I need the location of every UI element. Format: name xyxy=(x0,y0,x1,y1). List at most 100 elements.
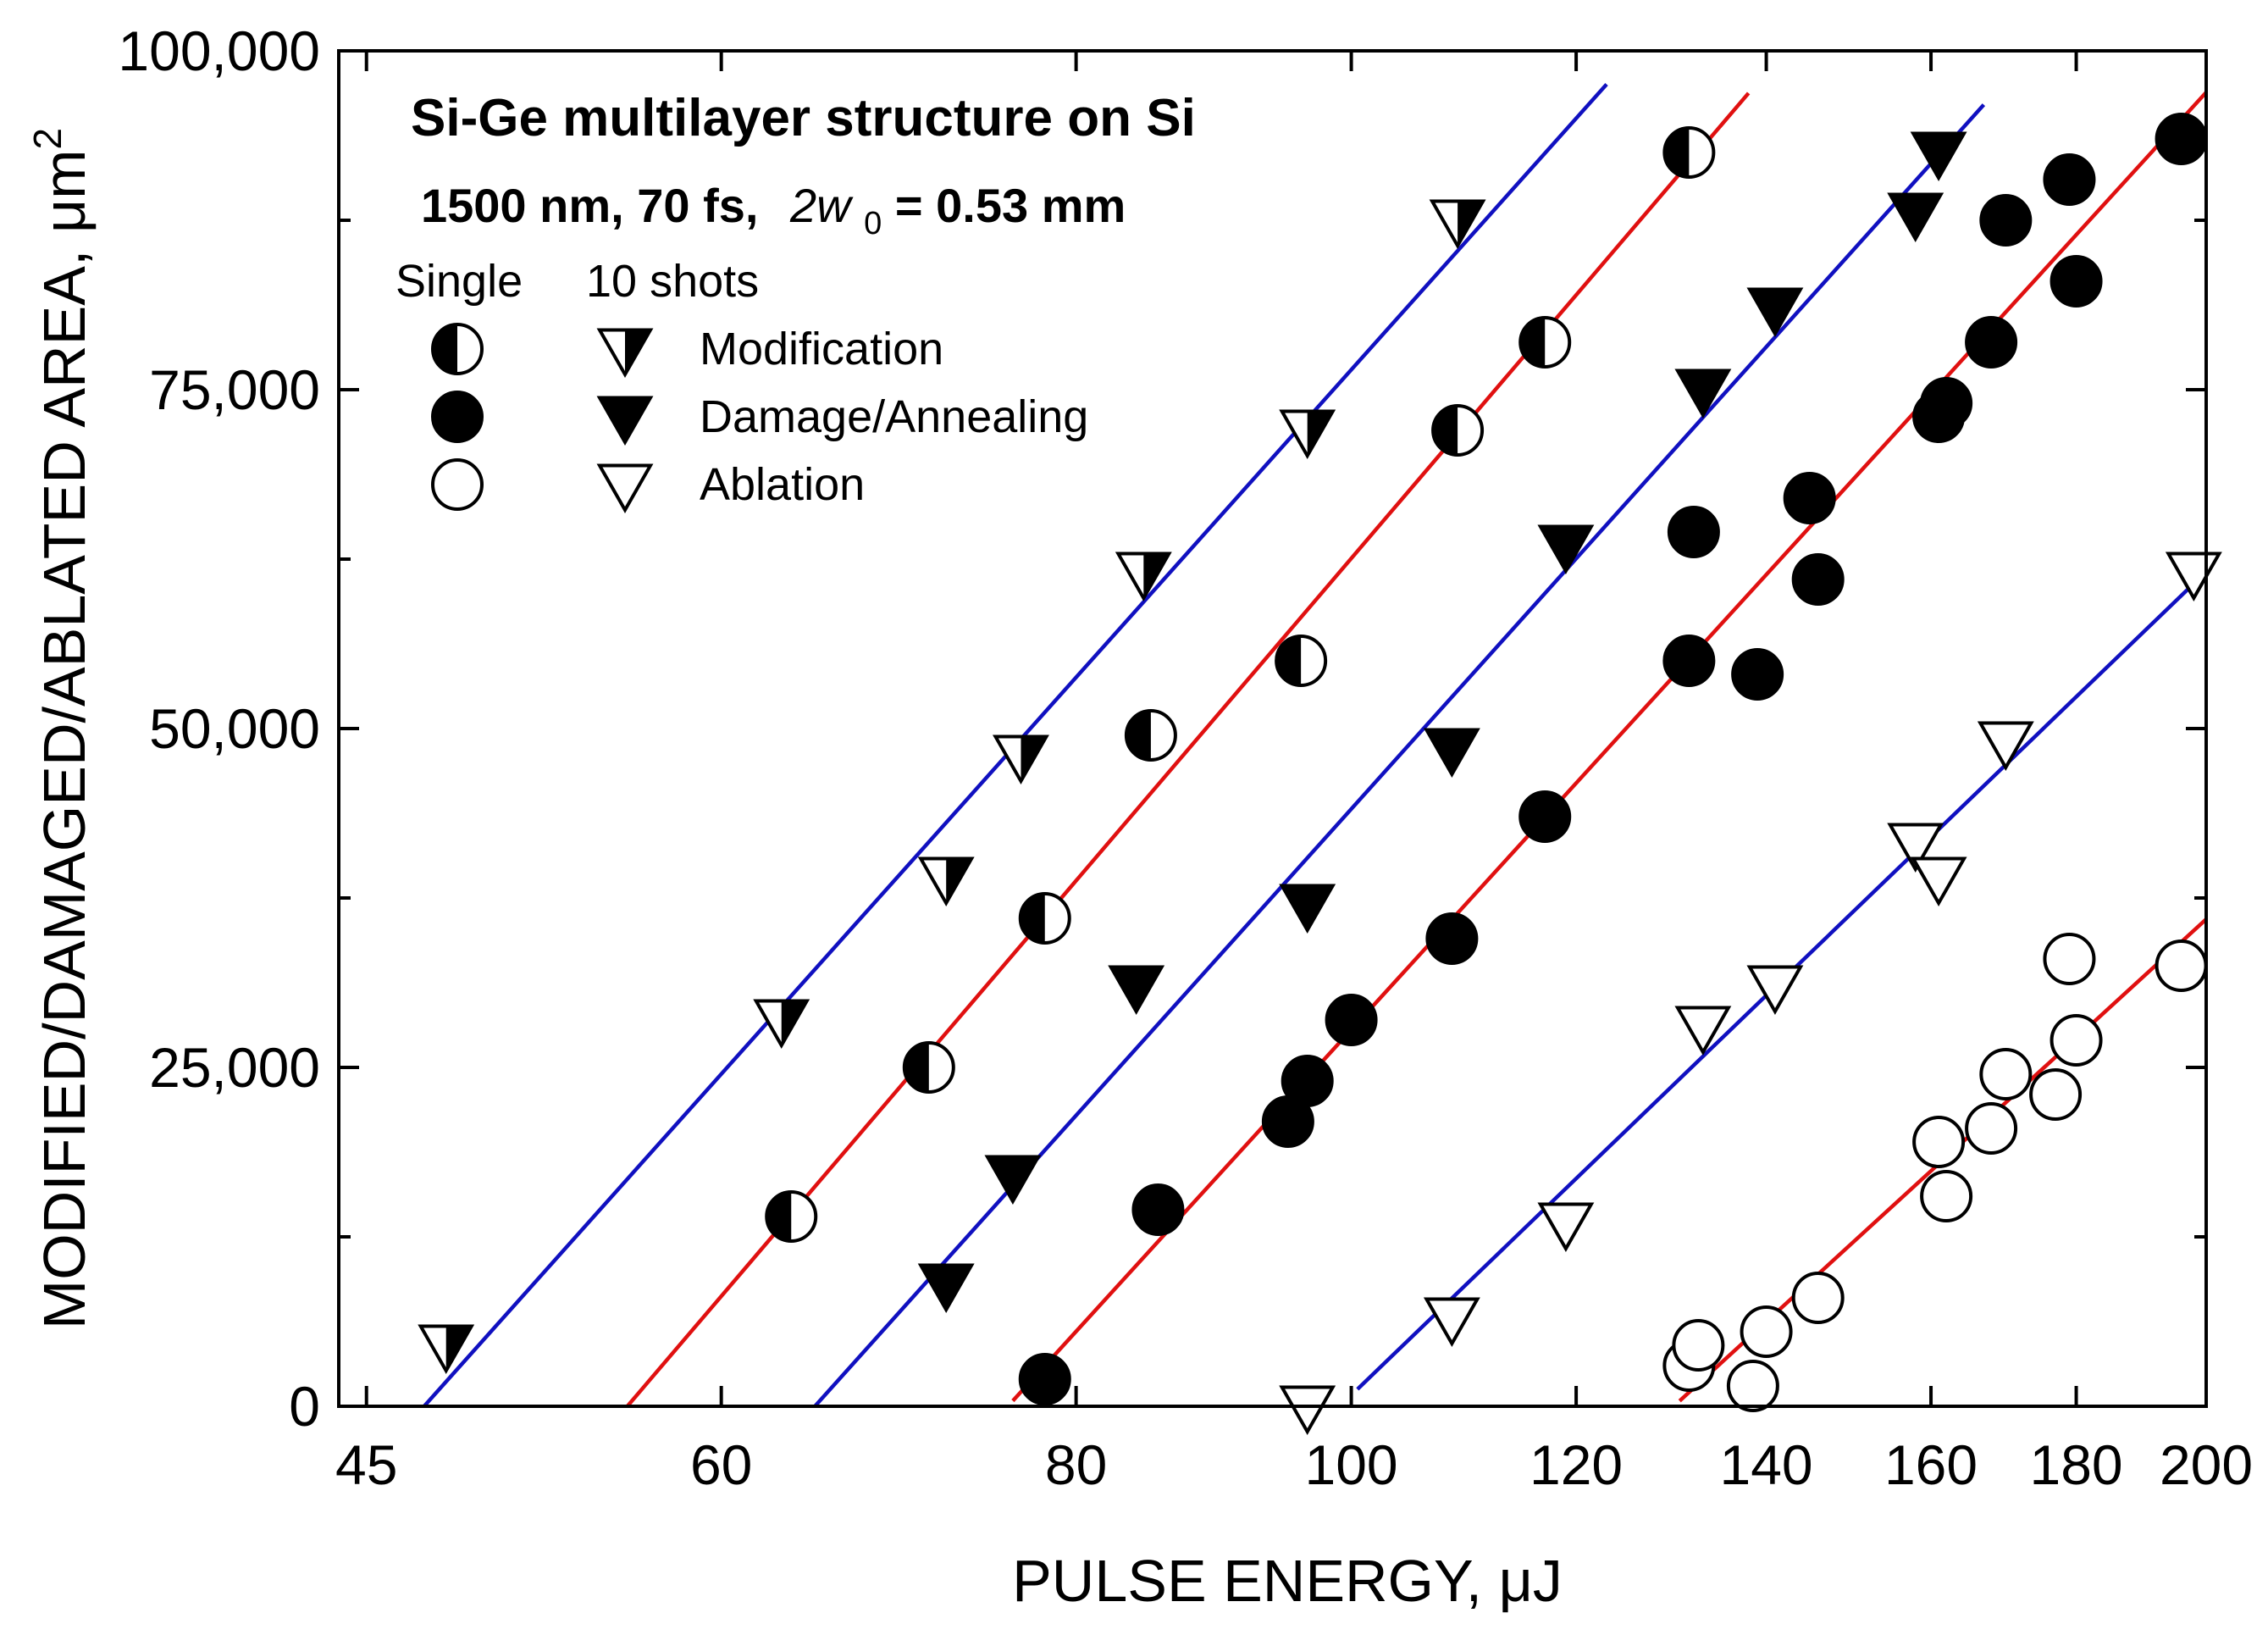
chart-subtitle: 1500 nm, 70 fs, 2w 0 = 0.53 mm xyxy=(421,179,1126,244)
x-tick-label: 80 xyxy=(1045,1433,1107,1496)
marker-shape xyxy=(1425,912,1479,965)
marker-half xyxy=(445,1326,472,1371)
legend-marker-single-0 xyxy=(431,323,484,375)
data-point xyxy=(1425,912,1479,965)
marker-shape xyxy=(2043,153,2096,206)
marker-shape xyxy=(1965,316,2018,369)
data-point xyxy=(993,734,1049,785)
marker-shape xyxy=(1131,1183,1185,1236)
marker-shape xyxy=(1325,994,1378,1046)
marker-shape xyxy=(1108,965,1165,1016)
marker-shape xyxy=(2155,939,2208,992)
marker-shape xyxy=(1910,856,1967,907)
chart-title: Si-Ge multilayer structure on Si xyxy=(411,89,1196,147)
legend-label-modification: Modification xyxy=(700,324,943,374)
data-point xyxy=(1746,965,1804,1016)
marker-shape xyxy=(2029,1068,2083,1121)
data-point xyxy=(1518,316,1572,369)
legend-marker-multi-1 xyxy=(596,396,654,446)
data-point xyxy=(1965,316,2018,369)
data-point xyxy=(1662,635,1716,687)
data-point xyxy=(1912,1116,1966,1168)
marker-half xyxy=(1458,201,1484,246)
data-point xyxy=(1279,884,1336,934)
data-point xyxy=(1423,1297,1480,1348)
data-point xyxy=(1740,1305,1793,1358)
marker-shape xyxy=(1887,823,1944,873)
data-point xyxy=(1965,1102,2018,1155)
data-point xyxy=(2049,1014,2103,1067)
data-point xyxy=(1726,1360,1779,1412)
marker-shape xyxy=(1423,728,1480,779)
data-point xyxy=(1325,994,1378,1046)
y-tick-label: 75,000 xyxy=(149,358,320,421)
data-point xyxy=(1279,409,1336,460)
data-point xyxy=(765,1190,818,1243)
data-point xyxy=(2155,939,2208,992)
marker-shape xyxy=(1910,131,1967,182)
data-point xyxy=(1791,1272,1845,1324)
data-point xyxy=(1887,823,1944,873)
data-point xyxy=(418,1324,475,1375)
marker-shape xyxy=(1920,377,1973,430)
subtitle-prefix: 1500 nm, 70 fs, xyxy=(421,179,758,232)
data-point xyxy=(1977,721,2034,772)
marker-shape xyxy=(1279,1385,1336,1436)
subtitle-suffix: = 0.53 mm xyxy=(895,179,1126,232)
data-point xyxy=(1108,965,1165,1016)
marker-shape xyxy=(1887,192,1944,243)
marker-half xyxy=(1020,894,1045,943)
marker-shape xyxy=(1667,506,1720,558)
x-tick-label: 120 xyxy=(1530,1433,1623,1496)
data-point xyxy=(917,856,975,907)
marker-shape xyxy=(1726,1360,1779,1412)
data-point xyxy=(1910,856,1967,907)
data-point xyxy=(1910,131,1967,182)
marker-shape xyxy=(1746,287,1804,338)
data-point xyxy=(1674,369,1732,419)
legend: Single 10 shots Modification Damage/Anne… xyxy=(396,256,1088,514)
legend-header-single: Single xyxy=(396,256,523,307)
x-tick-label: 160 xyxy=(1884,1433,1978,1496)
marker-shape xyxy=(596,396,654,446)
data-point xyxy=(902,1041,955,1094)
data-point xyxy=(1279,1385,1336,1436)
marker-shape xyxy=(1537,1202,1595,1253)
marker-shape xyxy=(431,391,484,443)
data-point xyxy=(753,999,810,1050)
marker-half xyxy=(1433,406,1458,455)
data-point xyxy=(1662,126,1716,179)
data-point xyxy=(917,1263,975,1314)
data-point xyxy=(1537,1202,1595,1253)
legend-marker-multi-0 xyxy=(596,328,654,379)
marker-half xyxy=(1276,636,1302,685)
data-point xyxy=(1115,551,1172,602)
fit-line-3 xyxy=(1011,91,2208,1403)
data-point xyxy=(2049,255,2103,308)
marker-shape xyxy=(1518,790,1572,843)
marker-shape xyxy=(1674,1006,1732,1056)
legend-header-multi: 10 shots xyxy=(586,256,759,307)
x-tick-label: 140 xyxy=(1720,1433,1813,1496)
data-point xyxy=(1018,892,1071,945)
x-tick-label: 200 xyxy=(2160,1433,2253,1496)
fit-line-1 xyxy=(626,91,1751,1408)
data-point xyxy=(1667,506,1720,558)
marker-shape xyxy=(984,1155,1042,1205)
data-point xyxy=(2043,153,2096,206)
data-point xyxy=(1423,728,1480,779)
marker-shape xyxy=(1783,472,1836,524)
data-point xyxy=(1131,1183,1185,1236)
data-point xyxy=(1281,1055,1334,1107)
legend-marker-single-2 xyxy=(431,458,484,511)
x-axis-title: PULSE ENERGY, μJ xyxy=(1012,1548,1563,1614)
marker-half xyxy=(1664,128,1690,177)
marker-shape xyxy=(2155,113,2208,165)
y-tick-label: 50,000 xyxy=(149,697,320,760)
marker-half xyxy=(625,330,650,374)
legend-marker-single-1 xyxy=(431,391,484,443)
data-point xyxy=(1920,377,1973,430)
subtitle-param: 2w xyxy=(789,179,854,232)
